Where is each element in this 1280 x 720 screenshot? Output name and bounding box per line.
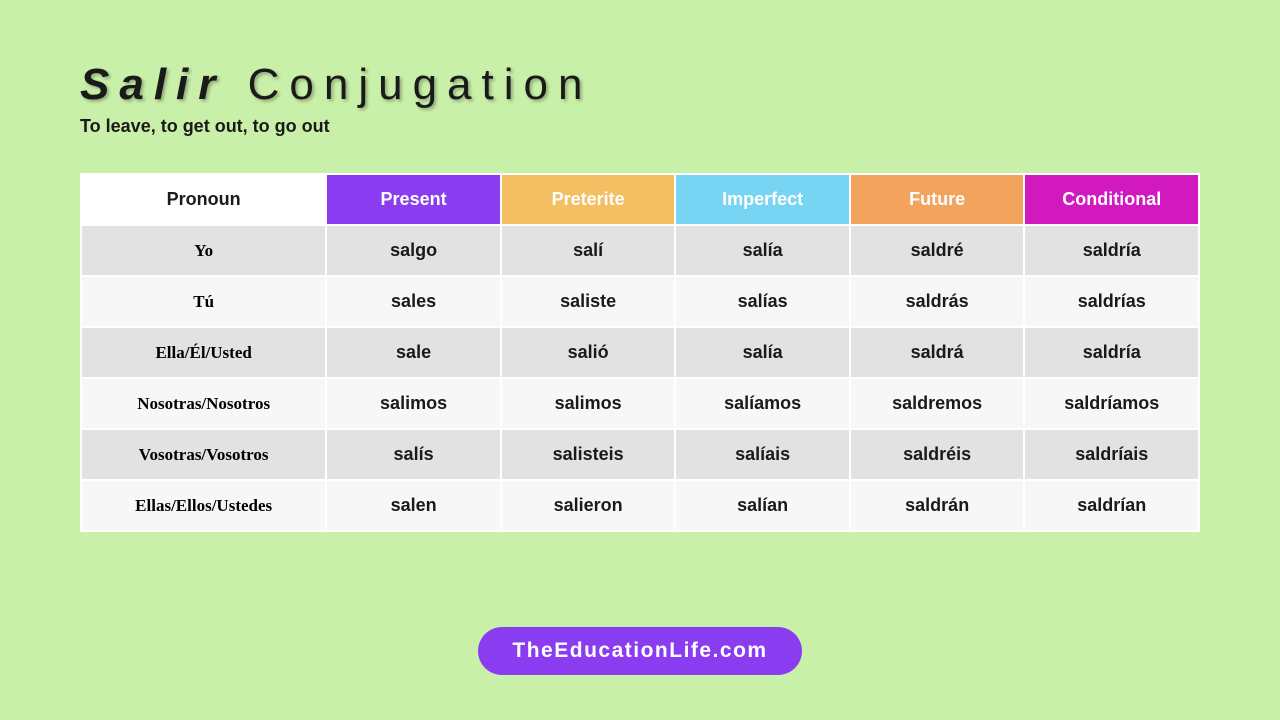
table-body: Yo salgo salí salía saldré saldría Tú sa… [82, 226, 1198, 530]
conj-cell: saldré [851, 226, 1024, 275]
pronoun-cell: Ellas/Ellos/Ustedes [82, 481, 325, 530]
table-row: Nosotras/Nosotros salimos salimos salíam… [82, 379, 1198, 428]
conj-cell: saldríais [1025, 430, 1198, 479]
header-tense-conditional: Conditional [1025, 175, 1198, 224]
header-tense-future: Future [851, 175, 1024, 224]
conj-cell: saldríamos [1025, 379, 1198, 428]
pronoun-cell: Vosotras/Vosotros [82, 430, 325, 479]
subtitle: To leave, to get out, to go out [80, 116, 1280, 137]
conj-cell: salieron [502, 481, 675, 530]
title-rest: Conjugation [225, 60, 592, 109]
table-row: Ellas/Ellos/Ustedes salen salieron salía… [82, 481, 1198, 530]
conj-cell: salí [502, 226, 675, 275]
conj-cell: salgo [327, 226, 500, 275]
conjugation-table-wrap: Pronoun Present Preterite Imperfect Futu… [80, 173, 1200, 532]
conj-cell: saldrá [851, 328, 1024, 377]
pronoun-cell: Nosotras/Nosotros [82, 379, 325, 428]
conj-cell: saldremos [851, 379, 1024, 428]
conj-cell: salíamos [676, 379, 849, 428]
conj-cell: saldrían [1025, 481, 1198, 530]
conj-cell: salió [502, 328, 675, 377]
conj-cell: sale [327, 328, 500, 377]
table-row: Vosotras/Vosotros salís salisteis salíai… [82, 430, 1198, 479]
header-tense-present: Present [327, 175, 500, 224]
header-pronoun: Pronoun [82, 175, 325, 224]
pronoun-cell: Tú [82, 277, 325, 326]
conj-cell: salías [676, 277, 849, 326]
conj-cell: saldría [1025, 226, 1198, 275]
conj-cell: salíais [676, 430, 849, 479]
conj-cell: salimos [327, 379, 500, 428]
conj-cell: saliste [502, 277, 675, 326]
header-tense-imperfect: Imperfect [676, 175, 849, 224]
pronoun-cell: Yo [82, 226, 325, 275]
conj-cell: sales [327, 277, 500, 326]
conj-cell: saldréis [851, 430, 1024, 479]
header: Salir Conjugation To leave, to get out, … [0, 0, 1280, 137]
conj-cell: salís [327, 430, 500, 479]
conj-cell: salían [676, 481, 849, 530]
table-row: Ella/Él/Usted sale salió salía saldrá sa… [82, 328, 1198, 377]
pronoun-cell: Ella/Él/Usted [82, 328, 325, 377]
conj-cell: salía [676, 328, 849, 377]
title-verb: Salir [80, 60, 225, 109]
conjugation-table: Pronoun Present Preterite Imperfect Futu… [80, 173, 1200, 532]
conj-cell: salen [327, 481, 500, 530]
table-row: Yo salgo salí salía saldré saldría [82, 226, 1198, 275]
conj-cell: saldría [1025, 328, 1198, 377]
page-title: Salir Conjugation [80, 60, 1280, 110]
conj-cell: salía [676, 226, 849, 275]
conj-cell: salisteis [502, 430, 675, 479]
header-row: Pronoun Present Preterite Imperfect Futu… [82, 175, 1198, 224]
site-badge: TheEducationLife.com [478, 627, 801, 675]
conj-cell: saldrán [851, 481, 1024, 530]
conj-cell: saldrás [851, 277, 1024, 326]
conj-cell: salimos [502, 379, 675, 428]
conj-cell: saldrías [1025, 277, 1198, 326]
footer: TheEducationLife.com [0, 627, 1280, 675]
table-row: Tú sales saliste salías saldrás saldrías [82, 277, 1198, 326]
header-tense-preterite: Preterite [502, 175, 675, 224]
